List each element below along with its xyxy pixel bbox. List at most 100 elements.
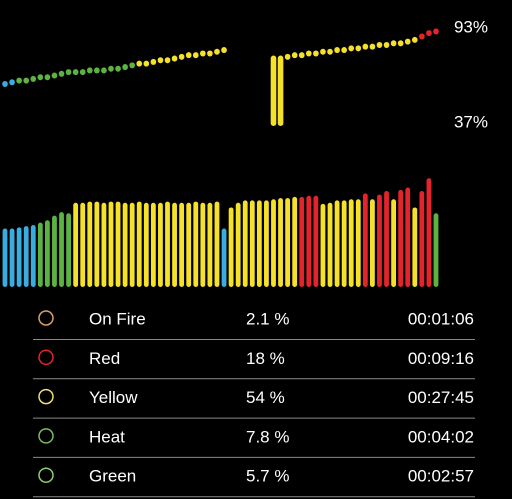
hr-capsule [185,52,192,59]
zone-name: Green [89,467,136,486]
zone-percent: 18 % [246,349,285,368]
bar [214,201,220,287]
zone-time: 00:01:06 [408,309,474,328]
bar [391,199,397,287]
hr-capsule [298,52,305,59]
zone-icon [38,310,54,326]
bar [23,226,29,287]
bar [186,202,192,287]
hr-capsule [306,50,312,57]
bar [87,201,93,287]
zone-name: On Fire [89,309,146,328]
bar [158,202,163,287]
zone-icon [38,349,54,366]
bar [101,202,107,287]
bar [115,201,121,287]
bar [313,195,319,287]
bar [384,191,389,287]
hr-capsule [341,47,347,54]
hr-capsule [157,57,164,64]
bar [94,201,100,287]
bar [348,199,354,287]
hr-capsule [369,43,376,50]
bar [9,228,15,287]
bar [228,207,234,287]
bar [80,202,86,287]
hr-capsule [115,65,121,72]
hr-capsule [101,67,107,74]
hr-capsule [192,52,199,59]
hr-capsule [320,48,326,55]
bar [122,202,128,287]
hr-capsule [171,55,178,62]
hr-capsule [72,69,79,76]
hr-capsule [412,36,418,43]
hr-capsule [23,77,29,84]
zone-time: 00:02:57 [408,467,474,486]
bar [30,224,36,287]
hr-capsule [277,55,284,126]
zone-percent: 2.1 % [246,309,289,328]
bar [341,200,347,287]
bar [426,178,432,287]
bar [299,196,305,287]
hr-capsule [2,80,8,87]
bar [249,200,255,287]
hr-capsule [9,79,15,86]
bar [108,201,114,287]
y-tick-label: 93% [454,17,488,36]
hr-capsule [433,28,439,35]
hr-capsule [122,64,128,71]
hr-capsule [284,53,291,60]
hr-capsule [136,60,143,67]
bar [129,202,135,287]
hr-capsule [270,55,277,126]
zone-icon [38,388,54,405]
hr-capsule [207,50,213,57]
hr-capsule [397,40,404,47]
hr-capsule [327,48,333,55]
zone-name: Yellow [89,388,138,407]
bar [16,227,22,287]
y-tick-label: 37% [454,112,488,131]
bar [398,189,404,287]
bar [44,220,50,287]
zone-name: Red [89,349,120,368]
bar [59,212,64,287]
bar [37,222,43,287]
bar [292,196,298,287]
hr-capsule [164,57,171,64]
bar [355,199,361,287]
hr-capsule [150,58,157,65]
bar [66,213,71,287]
hr-capsule [200,50,206,57]
bar [207,202,213,287]
bar [264,200,269,287]
hr-capsule [51,72,58,79]
hr-capsule [221,47,227,54]
bar [306,195,312,287]
hr-capsule [143,60,150,67]
zone-time: 00:09:16 [408,349,474,368]
hr-capsule [419,33,425,40]
bar [73,202,79,287]
hr-capsule [355,45,362,52]
zone-name: Heat [89,427,125,446]
hr-capsule [390,40,397,47]
bar [136,201,142,287]
hr-capsule [65,69,72,76]
zone-percent: 54 % [246,388,285,407]
bar [52,215,57,287]
bar [285,198,291,287]
bar [327,202,333,287]
bar [271,199,276,287]
bar [433,213,439,287]
zone-percent: 5.7 % [246,467,289,486]
hr-capsule [404,38,411,45]
zone-time: 00:04:02 [408,427,474,446]
hr-capsule [426,30,432,37]
hr-capsule [94,67,100,74]
hr-capsule [79,69,86,76]
hr-capsule [291,52,298,59]
